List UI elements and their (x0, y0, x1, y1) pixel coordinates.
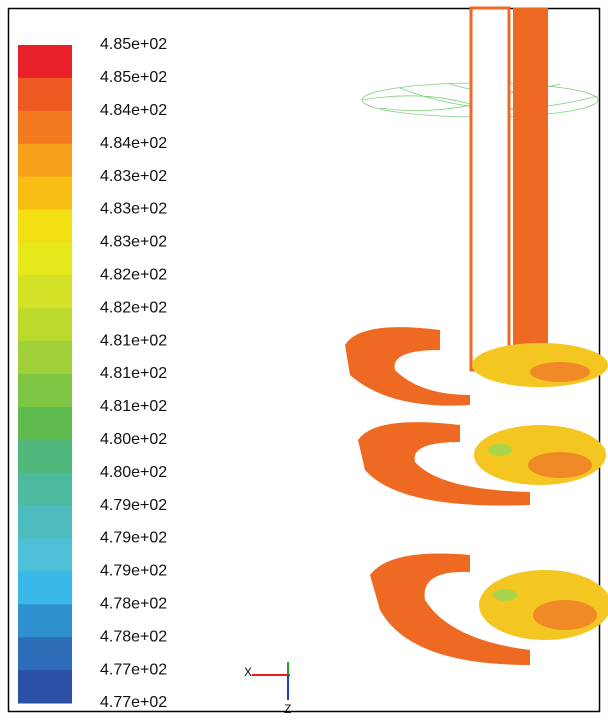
blades (345, 327, 530, 665)
colorbar-label: 4.82e+02 (100, 299, 167, 316)
colorbar-label: 4.81e+02 (100, 365, 167, 382)
color-band (18, 472, 72, 507)
color-band (18, 439, 72, 474)
color-band (18, 406, 72, 441)
impeller-contours (472, 343, 608, 640)
colorbar-label: 4.79e+02 (100, 530, 167, 547)
shaft-outline (469, 6, 511, 372)
color-band (18, 110, 72, 145)
colorbar-label: 4.79e+02 (100, 497, 167, 514)
color-band (18, 209, 72, 243)
color-band (18, 538, 72, 572)
x-axis-label: X (244, 665, 252, 679)
color-band (18, 45, 72, 79)
colorbar-label: 4.77e+02 (100, 694, 167, 711)
color-band (18, 143, 72, 178)
colorbar-label: 4.85e+02 (100, 36, 167, 53)
colorbar-label: 4.78e+02 (100, 596, 167, 613)
colorbar-label: 4.78e+02 (100, 628, 167, 645)
axes-triad: X Z (244, 662, 291, 716)
colorbar-label: 4.80e+02 (100, 431, 167, 448)
color-band (18, 374, 72, 408)
color-band (18, 176, 72, 210)
colorbar-label: 4.81e+02 (100, 398, 167, 415)
color-band (18, 637, 72, 671)
z-axis-label: Z (284, 702, 291, 716)
colorbar-label: 4.81e+02 (100, 332, 167, 349)
colorbar-label: 4.82e+02 (100, 267, 167, 284)
colorbar-label: 4.83e+02 (100, 201, 167, 218)
color-band (18, 670, 72, 704)
colorbar-label: 4.80e+02 (100, 464, 167, 481)
colorbar-label: 4.85e+02 (100, 69, 167, 86)
color-band (18, 242, 72, 276)
colorbar-label: 4.83e+02 (100, 168, 167, 185)
color-band (18, 308, 72, 342)
color-band (18, 341, 72, 375)
colorbar: 4.85e+02 4.85e+02 4.84e+02 4.84e+02 4.83e+02… (18, 36, 167, 711)
color-band (18, 604, 72, 638)
colorbar-label: 4.83e+02 (100, 234, 167, 251)
colorbar-label: 4.84e+02 (100, 102, 167, 119)
shaft (513, 8, 548, 370)
color-band (18, 77, 72, 112)
colorbar-label: 4.79e+02 (100, 563, 167, 580)
colorbar-label: 4.77e+02 (100, 661, 167, 678)
color-band (18, 275, 72, 309)
color-band (18, 505, 72, 539)
color-band (18, 571, 72, 605)
colorbar-label: 4.84e+02 (100, 135, 167, 152)
